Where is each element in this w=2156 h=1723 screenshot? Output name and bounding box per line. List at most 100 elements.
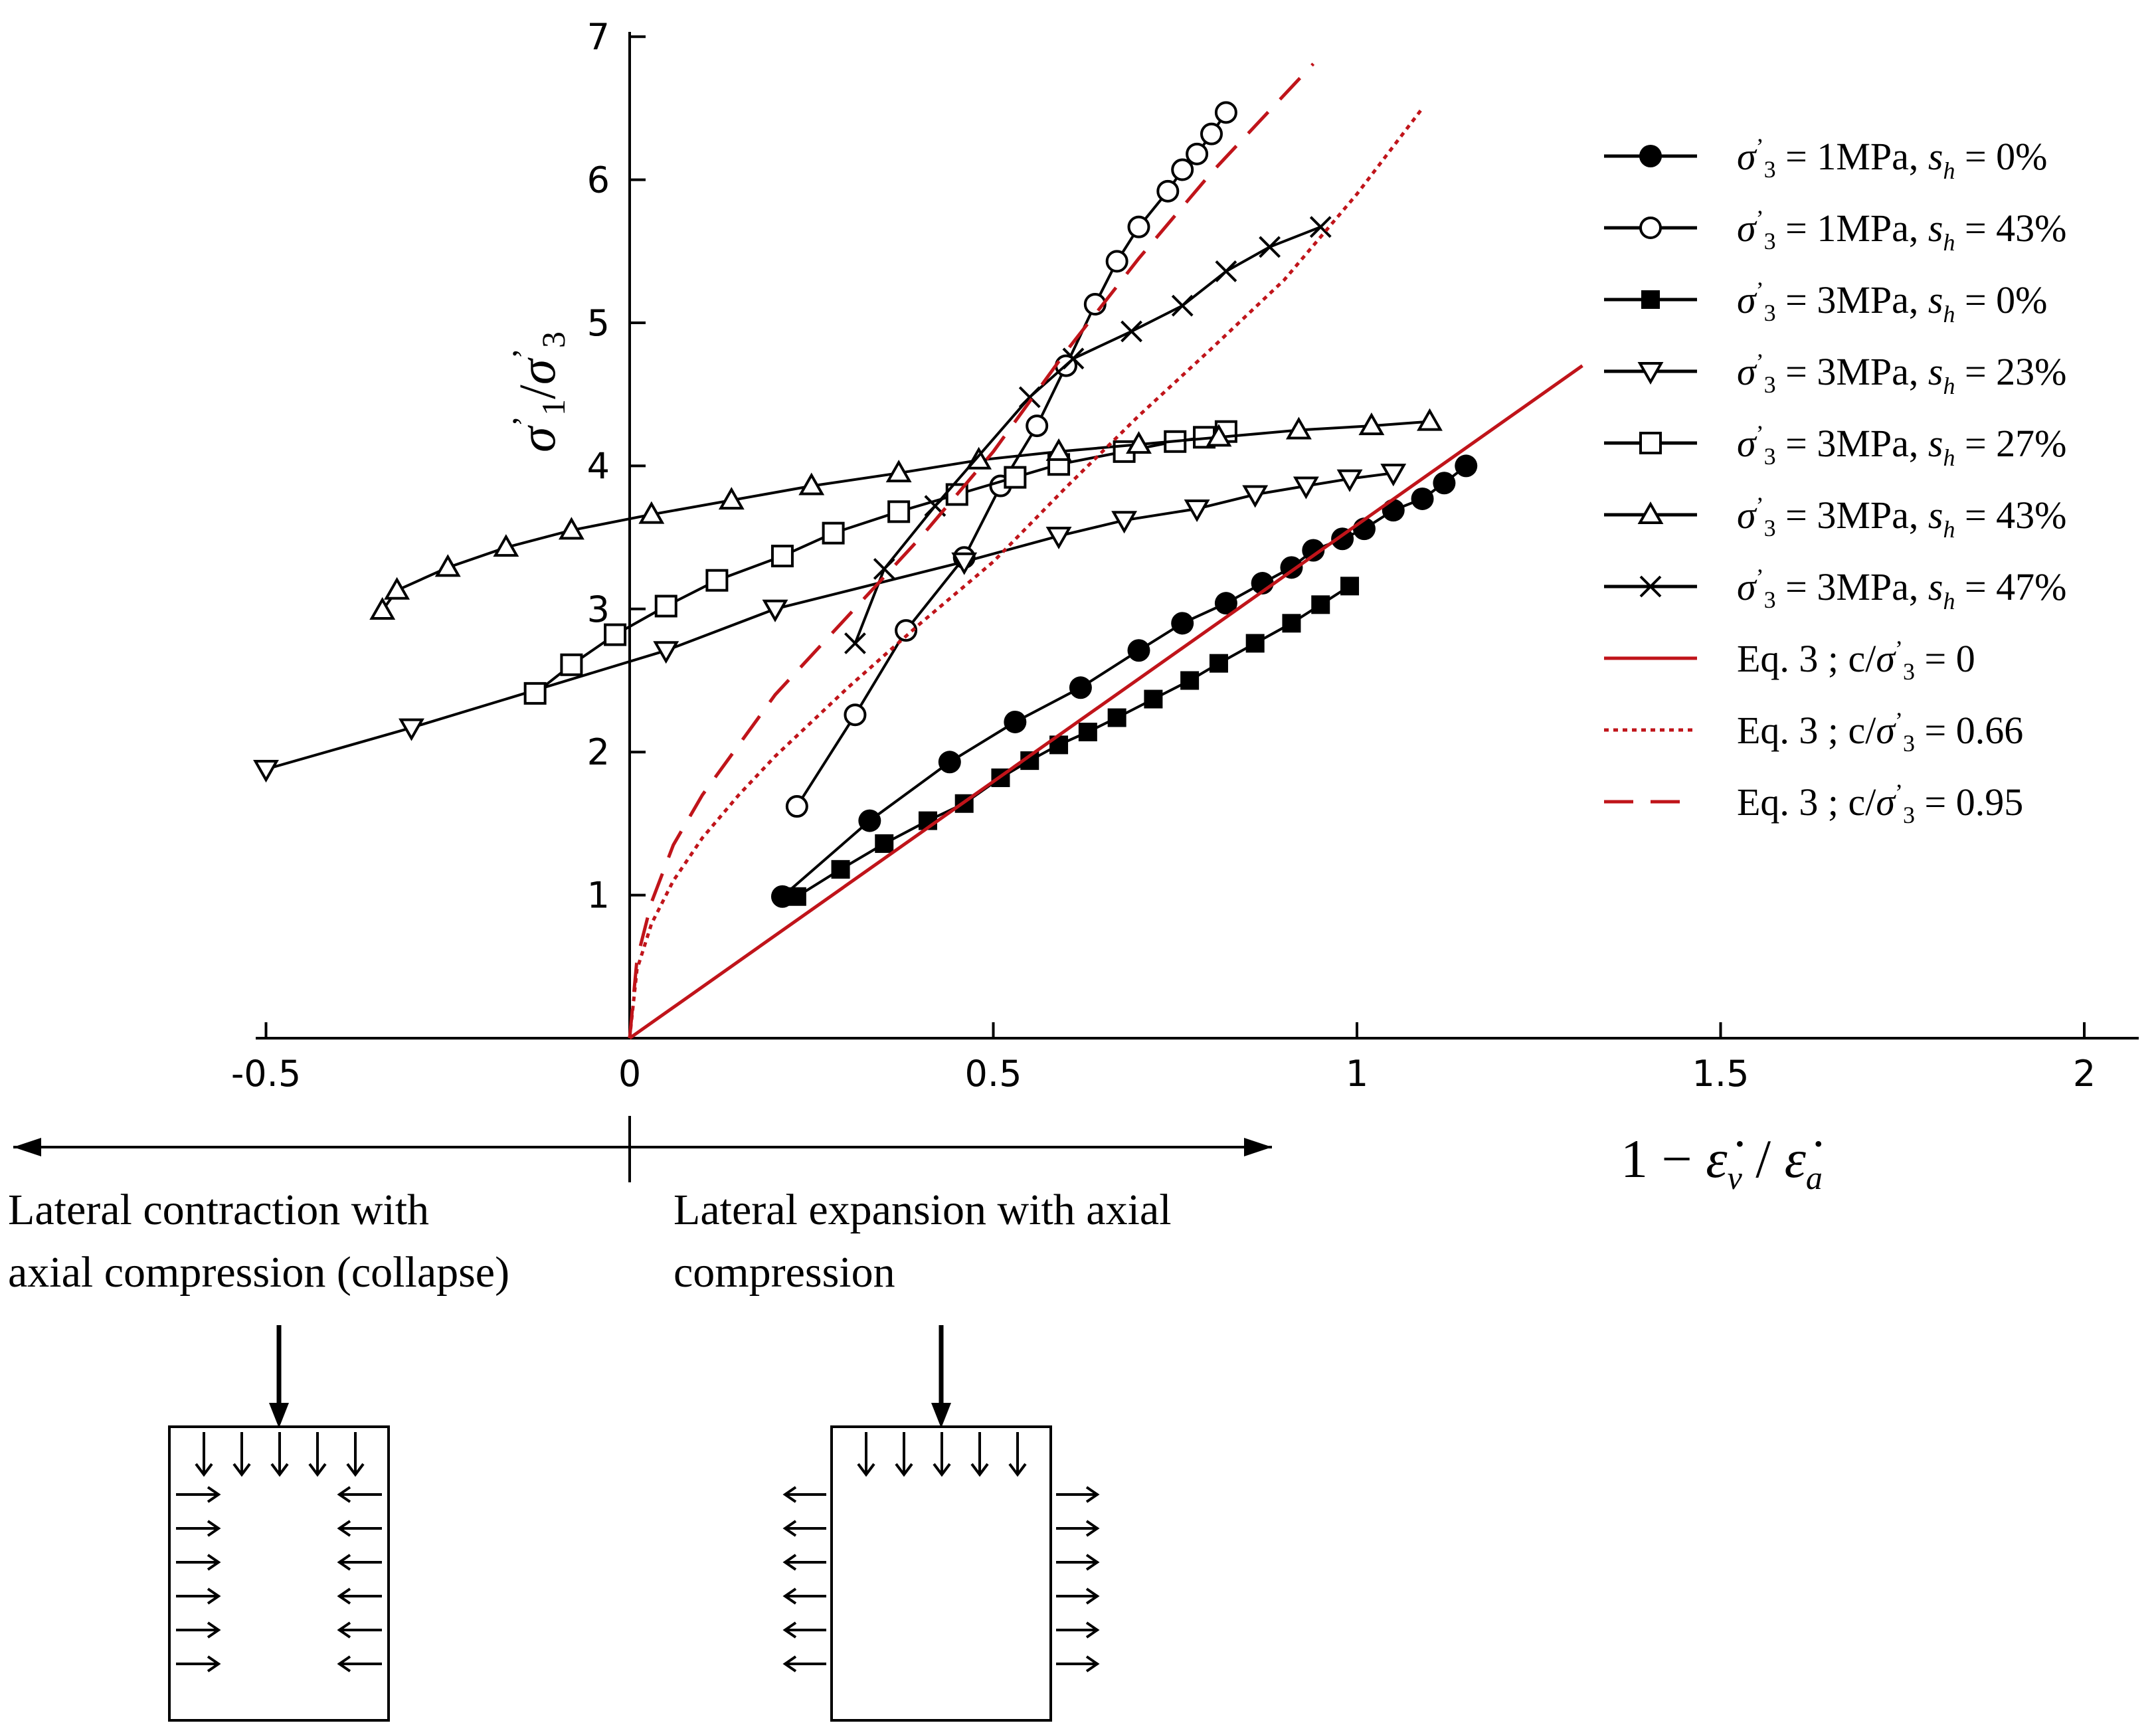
data-point [798, 472, 825, 496]
data-point [1004, 466, 1027, 489]
data-point [705, 569, 729, 592]
data-point [822, 521, 845, 545]
lateral-arrow-right [1056, 1520, 1100, 1537]
lateral-arrow-right [337, 1587, 382, 1605]
lateral-arrow-left [176, 1655, 221, 1673]
series-0 [770, 454, 1478, 908]
data-point [1358, 412, 1385, 436]
data-point [1171, 612, 1194, 635]
series-line [265, 472, 1394, 771]
data-point [831, 860, 850, 879]
legend-label: σ’3 = 3MPa, sh = 43% [1737, 492, 2067, 543]
data-point [1209, 654, 1228, 673]
data-point [1184, 499, 1210, 523]
legend-swatch-marker [1637, 501, 1664, 524]
data-point [369, 596, 396, 620]
data-point [1121, 320, 1142, 343]
legend-label: σ’3 = 3MPa, sh = 47% [1737, 564, 2067, 614]
data-point [1455, 454, 1478, 478]
data-point [1171, 294, 1194, 317]
lateral-arrow-left [176, 1520, 221, 1537]
data-point [1214, 101, 1237, 124]
x-tick-label: 1.5 [1692, 1053, 1750, 1095]
data-point [718, 487, 745, 510]
lateral-arrow-right [337, 1621, 382, 1639]
data-point [493, 534, 519, 557]
data-point [1200, 122, 1223, 145]
left-annotation-line1: Lateral contraction with [8, 1186, 429, 1234]
x-axis-label: 1 − ε̇v / ε̇a [1621, 1129, 1823, 1196]
data-point [770, 545, 794, 568]
series-1 [785, 101, 1237, 818]
data-point [1215, 260, 1237, 282]
legend-entry: σ’3 = 3MPa, sh = 0% [1604, 277, 2048, 327]
series-line [534, 430, 1227, 695]
axial-arrow [346, 1432, 365, 1477]
legend-swatch-marker [1639, 145, 1662, 167]
data-point [1245, 634, 1265, 653]
data-point [844, 703, 867, 727]
data-point [1062, 347, 1085, 370]
data-point [1069, 676, 1092, 699]
legend-label: Eq. 3 ; c/σ’3 = 0 [1737, 636, 1975, 685]
data-point [1340, 577, 1360, 596]
x-tick-label: -0.5 [231, 1053, 301, 1095]
legend-swatch-marker [1639, 575, 1662, 598]
data-point [1105, 250, 1128, 273]
legend-entry: Eq. 3 ; c/σ’3 = 0.66 [1604, 707, 2023, 757]
axial-arrow [970, 1432, 989, 1477]
axial-arrow [895, 1432, 913, 1477]
data-point [785, 795, 808, 818]
x-tick-label: 1 [1346, 1053, 1368, 1095]
data-point [253, 760, 279, 783]
data-point [1156, 179, 1180, 203]
axial-arrow [857, 1432, 875, 1477]
direction-arrow-left-head [13, 1138, 41, 1156]
data-point [1293, 476, 1319, 499]
lateral-arrow-left [176, 1621, 221, 1639]
y-tick-label: 3 [587, 589, 610, 630]
data-point [1311, 595, 1330, 614]
legend-swatch-marker [1639, 217, 1662, 239]
specimen-collapse-diagram [168, 1325, 390, 1722]
tick-layer: -0.5 0 0.5 1 1.5 2 1 2 3 4 5 6 7 [231, 16, 2096, 1095]
data-point [384, 577, 410, 600]
data-point [1171, 158, 1194, 181]
data-point [1282, 614, 1301, 633]
lateral-arrow-left [176, 1587, 221, 1605]
data-point [1206, 424, 1232, 447]
series-6 [844, 216, 1332, 654]
data-point [1186, 142, 1209, 165]
lateral-arrow-right [337, 1655, 382, 1673]
data-point [1336, 469, 1363, 492]
data-point [1411, 487, 1434, 510]
y-tick-label: 7 [587, 16, 610, 58]
legend-label: σ’3 = 3MPa, sh = 0% [1737, 277, 2048, 327]
legend-label: σ’3 = 1MPa, sh = 43% [1737, 205, 2067, 256]
series-line [853, 225, 1322, 644]
legend-entry: Eq. 3 ; c/σ’3 = 0 [1604, 636, 1975, 685]
legend-label: Eq. 3 ; c/σ’3 = 0.66 [1737, 707, 2023, 757]
data-point [1026, 414, 1049, 438]
lateral-arrow-right [337, 1486, 382, 1503]
legend: σ’3 = 1MPa, sh = 0% σ’3 = 1MPa, sh = 43% σ… [1604, 134, 2067, 828]
data-point [653, 641, 679, 664]
data-point [1111, 511, 1138, 534]
series-8 [628, 107, 1424, 1039]
axial-arrow [308, 1432, 327, 1477]
lateral-arrow-left [782, 1621, 826, 1639]
lateral-arrow-left [782, 1520, 826, 1537]
legend-label: σ’3 = 3MPa, sh = 27% [1737, 420, 2067, 471]
legend-label: Eq. 3 ; c/σ’3 = 0.95 [1737, 779, 2023, 828]
data-point [1004, 710, 1027, 733]
load-arrow-head [931, 1403, 951, 1428]
x-tick-label: 2 [2073, 1053, 2096, 1095]
lateral-arrow-left [782, 1587, 826, 1605]
series-line [628, 62, 1315, 1039]
data-point [1180, 671, 1200, 690]
lateral-arrow-right [1056, 1554, 1100, 1571]
data-point [1127, 215, 1150, 238]
legend-entry: Eq. 3 ; c/σ’3 = 0.95 [1604, 779, 2023, 828]
data-point [1309, 216, 1332, 238]
legend-entry: σ’3 = 3MPa, sh = 23% [1604, 349, 2067, 399]
